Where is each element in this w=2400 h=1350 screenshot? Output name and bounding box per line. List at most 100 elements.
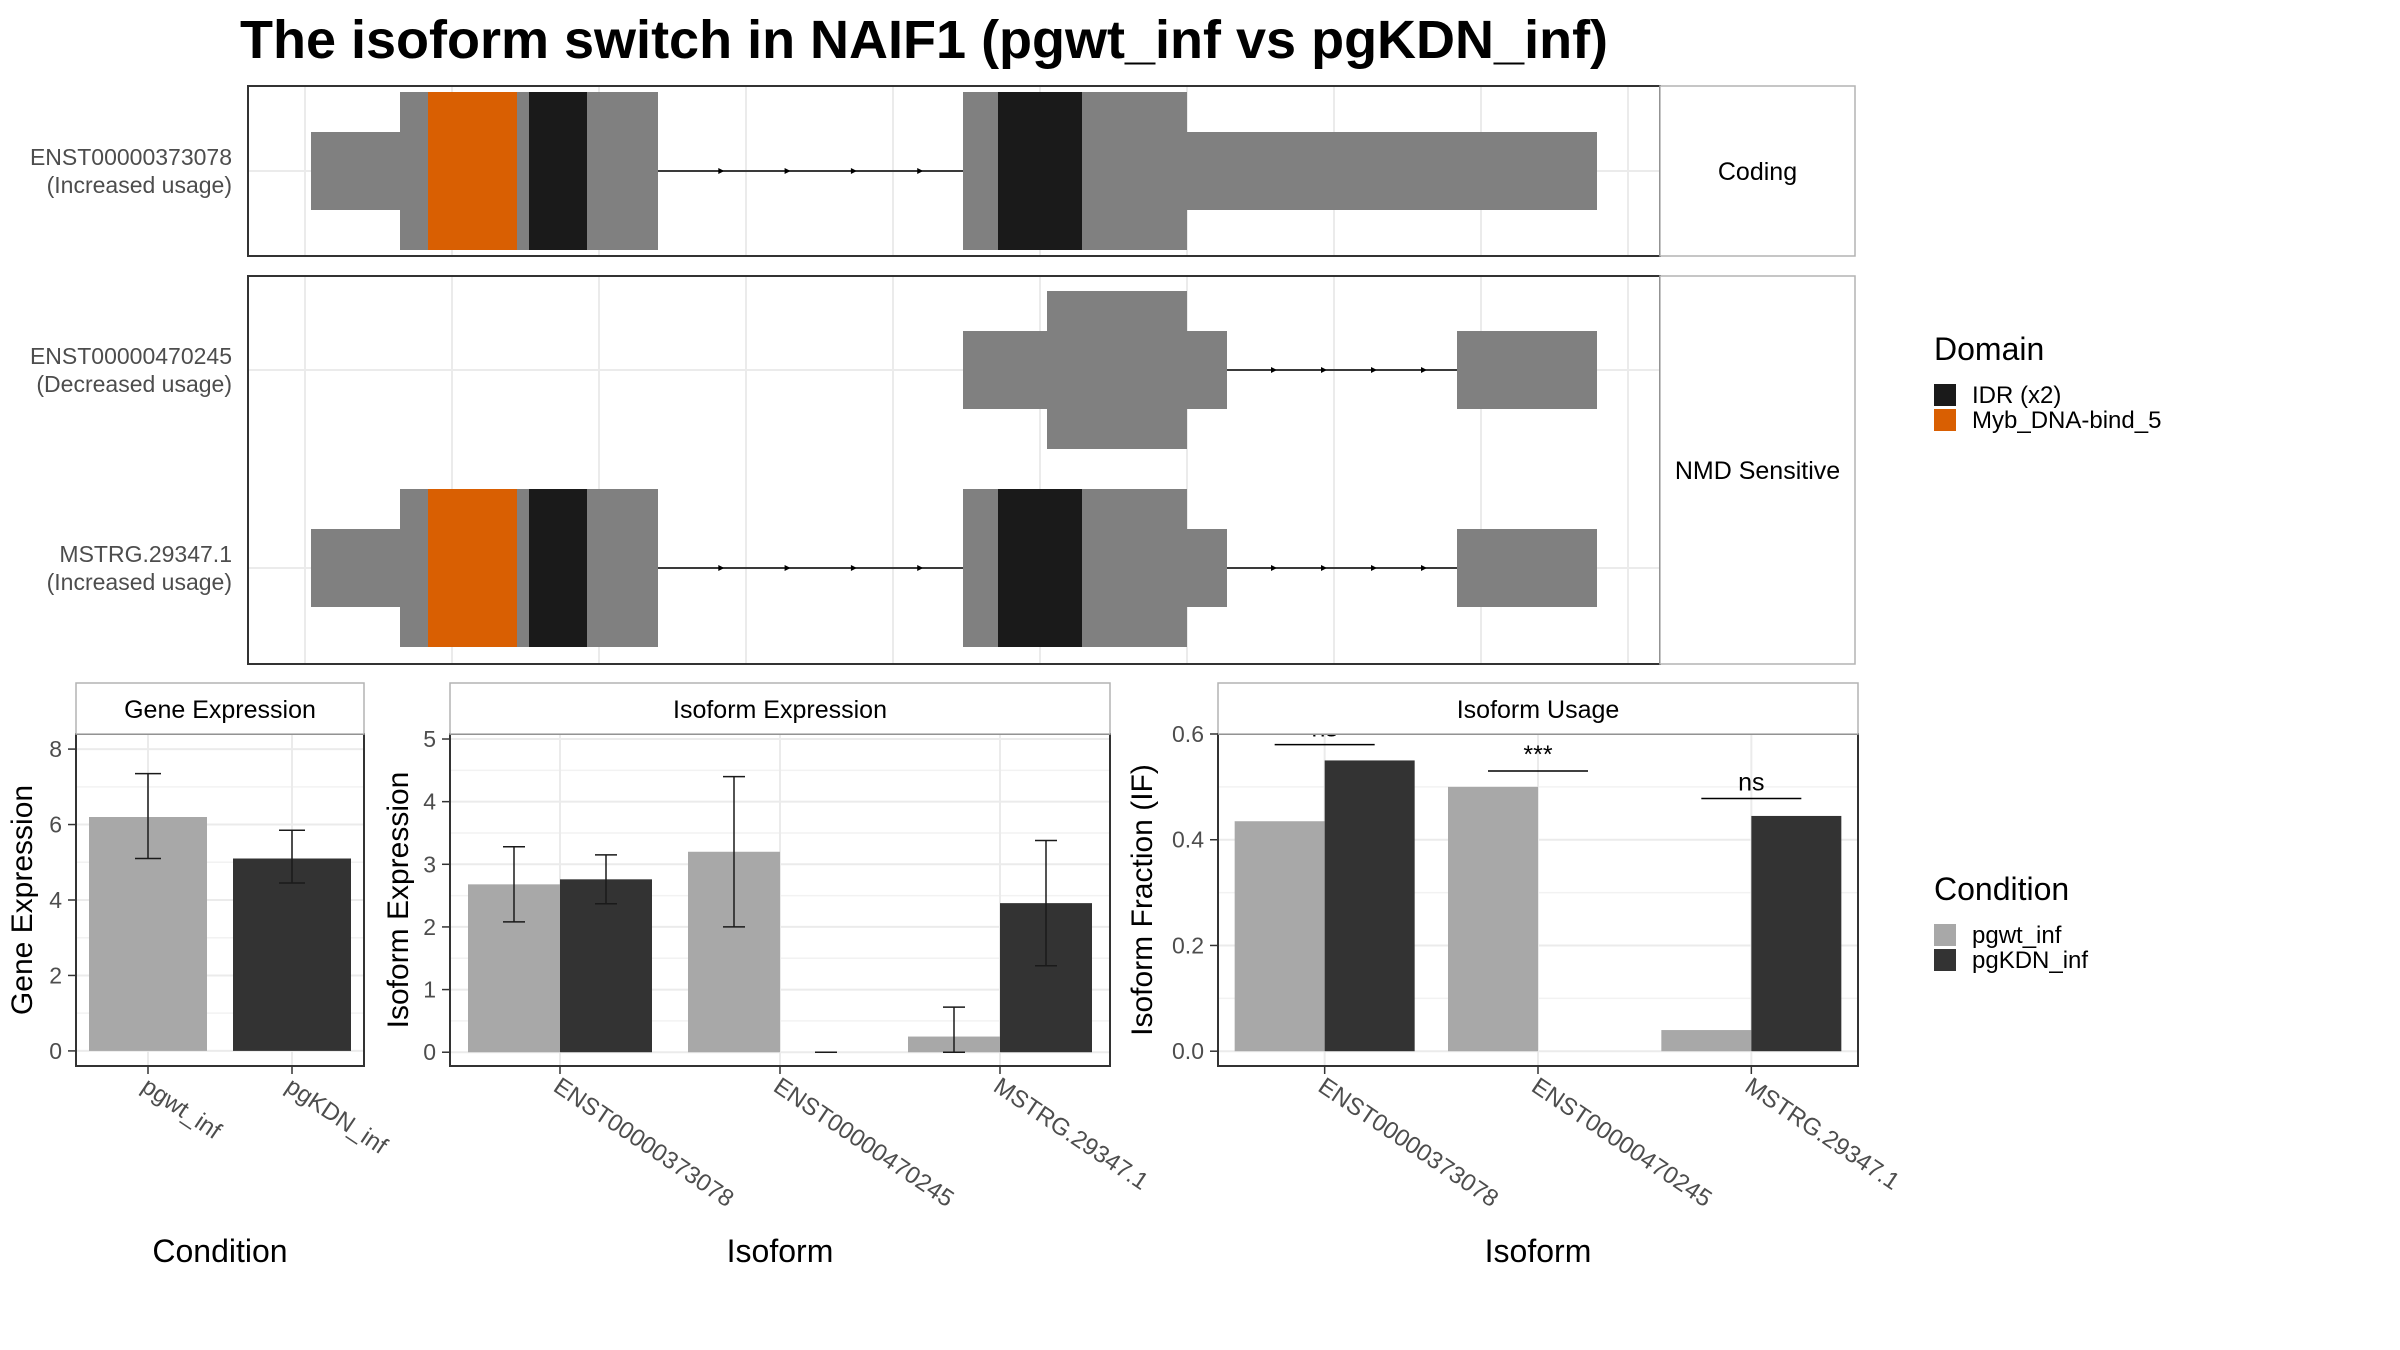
myb-domain <box>428 489 517 647</box>
y-axis-title: Isoform Fraction (IF) <box>1126 764 1159 1036</box>
y-tick-label: 4 <box>423 789 436 815</box>
y-tick-label: 6 <box>49 812 62 838</box>
idr-domain <box>998 489 1082 647</box>
significance-label: ns <box>1738 768 1764 796</box>
legend-swatch <box>1934 924 1956 946</box>
bar <box>1751 815 1842 1052</box>
intron-arrow-icon <box>1371 565 1377 571</box>
intron-arrow-icon <box>784 565 791 571</box>
legend-label: pgKDN_inf <box>1972 947 2088 974</box>
bar-panel: Isoform Expression 0 1 2 3 4 5 ENST00000373078 E… <box>382 682 1153 1269</box>
intron-arrow-icon <box>1371 367 1377 373</box>
myb-domain <box>428 92 517 250</box>
legend-label: pgwt_inf <box>1972 922 2062 949</box>
coding-exon <box>517 489 529 647</box>
bar <box>560 879 652 1053</box>
x-axis-title: Isoform <box>727 1233 834 1269</box>
x-tick-label: ENST00000470245 <box>1527 1073 1717 1213</box>
significance-label: *** <box>1523 741 1552 769</box>
x-axis-title: Condition <box>152 1233 287 1269</box>
x-tick-label: MSTRG.29347.1 <box>1740 1073 1904 1196</box>
coding-exon <box>1082 489 1187 647</box>
transcript-model <box>311 92 1597 250</box>
bar <box>233 858 351 1051</box>
intron-arrow-icon <box>1421 367 1427 373</box>
legend-label: IDR (x2) <box>1972 382 2061 409</box>
x-tick-label: pgKDN_inf <box>281 1073 393 1160</box>
y-tick-label: 8 <box>49 736 62 762</box>
y-tick-label: 0.4 <box>1172 827 1204 853</box>
panel-strip-label: Isoform Usage <box>1457 696 1620 724</box>
legend-title: Condition <box>1934 871 2069 907</box>
y-tick-label: 0 <box>423 1039 436 1065</box>
intron-arrow-icon <box>917 565 924 571</box>
facet-strip <box>1659 275 1856 665</box>
y-tick-label: 0 <box>49 1038 62 1064</box>
panel-strip <box>449 682 1111 735</box>
figure-title: The isoform switch in NAIF1 (pgwt_inf vs… <box>240 10 1608 70</box>
facet-strip <box>1659 85 1856 257</box>
bar <box>1448 786 1538 1052</box>
isoform-id-label: MSTRG.29347.1 <box>59 541 232 567</box>
coding-exon <box>1082 92 1187 250</box>
structure-facet: NMD Sensitive <box>247 275 1856 665</box>
isoform-usage-label: (Decreased usage) <box>36 371 232 397</box>
intron-arrow-icon <box>784 168 791 174</box>
legend-swatch <box>1934 409 1956 431</box>
x-tick-label: ENST00000373078 <box>549 1073 739 1213</box>
legend-swatch <box>1934 384 1956 406</box>
y-tick-label: 2 <box>423 914 436 940</box>
intron-arrow-icon <box>850 168 857 174</box>
x-tick-label: ENST00000373078 <box>1313 1073 1503 1213</box>
coding-exon <box>587 489 658 647</box>
x-tick-label: ENST00000470245 <box>769 1073 959 1213</box>
panel-strip-label: Gene Expression <box>124 696 316 724</box>
coding-exon <box>400 489 428 647</box>
intron-arrow-icon <box>718 565 725 571</box>
coding-exon <box>963 92 998 250</box>
transcript-model <box>963 291 1597 449</box>
intron-arrow-icon <box>1321 565 1327 571</box>
domain-legend: Domain IDR (x2)Myb_DNA-bind_5 <box>1934 331 2161 434</box>
intron-arrow-icon <box>1321 367 1327 373</box>
intron-arrow-icon <box>850 565 857 571</box>
bar <box>1234 821 1325 1052</box>
isoform-usage-label: (Increased usage) <box>47 172 232 198</box>
y-tick-label: 1 <box>423 977 436 1003</box>
panel-strip-label: Isoform Expression <box>673 696 887 724</box>
x-axis-title: Isoform <box>1485 1233 1592 1269</box>
facet-strip-label: NMD Sensitive <box>1675 457 1840 485</box>
x-tick-label: pgwt_inf <box>137 1073 226 1146</box>
utr-exon <box>1457 331 1597 409</box>
y-axis-title: Gene Expression <box>6 785 39 1015</box>
y-tick-label: 3 <box>423 851 436 877</box>
idr-domain <box>529 92 587 250</box>
transcript-model <box>311 489 1597 647</box>
facet-strip-label: Coding <box>1718 158 1797 186</box>
y-tick-label: 0.0 <box>1172 1038 1204 1064</box>
y-tick-label: 2 <box>49 962 62 988</box>
y-tick-label: 5 <box>423 726 436 752</box>
idr-domain <box>998 92 1082 250</box>
isoform-usage-label: (Increased usage) <box>47 569 232 595</box>
intron-arrow-icon <box>917 168 924 174</box>
bar-panel: Gene Expression 0 2 4 6 8 pgwt_inf pgKDN_inf Gen… <box>6 682 393 1269</box>
coding-exon <box>400 92 428 250</box>
panel-strip <box>1217 682 1859 735</box>
coding-exon <box>517 92 529 250</box>
idr-domain <box>529 489 587 647</box>
utr-exon <box>1457 529 1597 607</box>
intron-arrow-icon <box>718 168 725 174</box>
structure-facet: Coding <box>247 85 1856 257</box>
panel-strip <box>75 682 365 735</box>
coding-exon <box>587 92 658 250</box>
legend-title: Domain <box>1934 331 2044 367</box>
y-axis-title: Isoform Expression <box>382 772 415 1029</box>
x-tick-label: MSTRG.29347.1 <box>989 1073 1153 1196</box>
bar <box>1324 760 1415 1052</box>
y-tick-label: 4 <box>49 887 62 913</box>
bar <box>1661 1030 1752 1052</box>
